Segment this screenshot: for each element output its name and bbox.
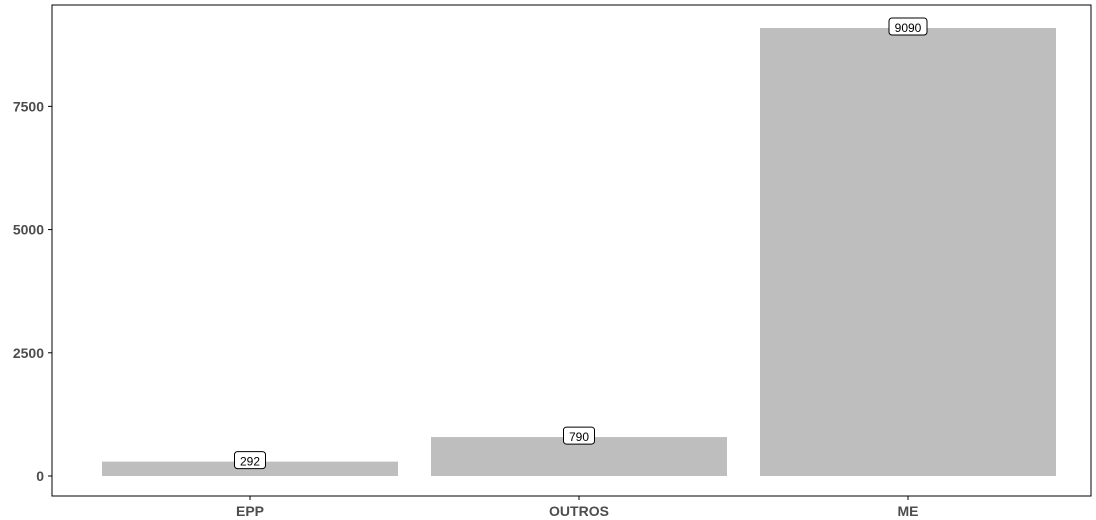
- x-tick-label: ME: [898, 503, 919, 519]
- data-label: 790: [563, 426, 595, 445]
- data-label: 292: [234, 451, 266, 470]
- data-label-box: [888, 17, 928, 36]
- x-tick-label: OUTROS: [549, 503, 609, 519]
- data-label-box: [563, 426, 595, 445]
- bar-me: [760, 28, 1056, 476]
- data-label-text: 292: [240, 455, 260, 469]
- data-labels-group: 292 790 9090: [234, 17, 928, 470]
- y-tick-label: 7500: [13, 98, 44, 114]
- y-tick-label: 2500: [13, 345, 44, 361]
- y-tick-label: 5000: [13, 222, 44, 238]
- x-axis: EPP OUTROS ME: [236, 496, 919, 519]
- x-tick-label: EPP: [236, 503, 264, 519]
- y-tick-label: 0: [36, 468, 44, 484]
- data-label-box: [234, 451, 266, 470]
- data-label-text: 9090: [895, 21, 922, 35]
- y-axis: 0 2500 5000 7500: [13, 98, 52, 484]
- data-label: 9090: [888, 17, 928, 36]
- data-label-text: 790: [569, 430, 589, 444]
